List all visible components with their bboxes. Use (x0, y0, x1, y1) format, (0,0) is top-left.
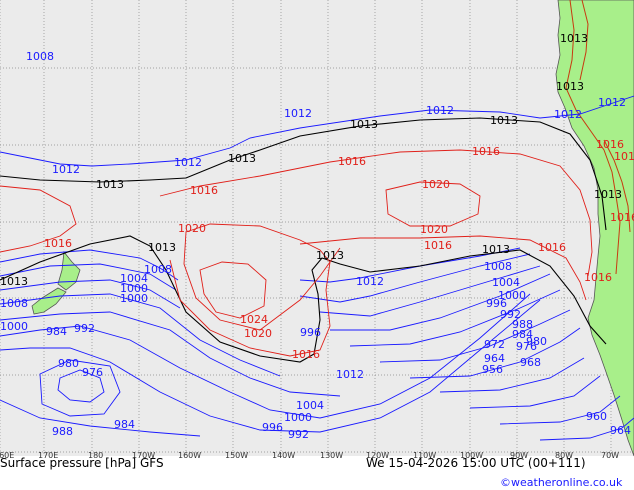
isobar-label: 1016 (538, 241, 566, 254)
lon-label: 70W (601, 451, 619, 460)
lon-label: 170E (38, 451, 58, 460)
isobar-label: 1008 (484, 260, 512, 273)
isobar-label: 992 (74, 322, 95, 335)
isobar-label: 968 (520, 356, 541, 369)
isobar-label: 1008 (26, 50, 54, 63)
isobar-label: 1000 (498, 289, 526, 302)
isobar-label: 1016 (424, 239, 452, 252)
isobar-label: 1013 (148, 241, 176, 254)
isobar-label: 1020 (178, 222, 206, 235)
isobar-label: 1013 (96, 178, 124, 191)
isobar-label: 1016 (610, 211, 634, 224)
lon-label: 120W (366, 451, 389, 460)
lon-label: 170W (132, 451, 155, 460)
isobar-label: 1016 (614, 150, 634, 163)
isobar-label: 1000 (120, 292, 148, 305)
credit-link[interactable]: ©weatheronline.co.uk (500, 476, 623, 489)
isobar-labels-standard: 1013 1013 1013 1013 1013 1013 1013 1013 … (0, 32, 622, 288)
lon-label: 130W (320, 451, 343, 460)
isobar-label: 996 (262, 421, 283, 434)
isobar-label: 1000 (0, 320, 28, 333)
isobar-label: 996 (486, 297, 507, 310)
isobar-label: 984 (114, 418, 135, 431)
isobar-label: 980 (526, 335, 547, 348)
isobar-label: 1013 (316, 249, 344, 262)
new-zealand-north-island (57, 250, 81, 291)
ocean-background (0, 0, 634, 456)
isobar-label: 1016 (596, 138, 624, 151)
isobar-label: 996 (300, 326, 321, 339)
isobars-high (0, 149, 593, 357)
isobar-labels-low: 1008 1012 1012 1012 1012 1012 1012 1008 … (0, 50, 631, 441)
isobar-label: 988 (52, 425, 73, 438)
isobar-label: 1016 (472, 145, 500, 158)
lon-label: 150W (225, 451, 248, 460)
isobar-label: 1012 (336, 368, 364, 381)
isobar-label: 1020 (422, 178, 450, 191)
isobar-label: 992 (500, 308, 521, 321)
isobar-label: 1024 (240, 313, 268, 326)
isobar-label: 1016 (190, 184, 218, 197)
footer-band (0, 462, 634, 490)
isobar-label: 992 (288, 428, 309, 441)
map-title: Surface pressure [hPa] GFS (0, 456, 164, 470)
isobar-label: 1000 (120, 282, 148, 295)
isobar-label: 1012 (284, 107, 312, 120)
isobar-label: 1013 (560, 32, 588, 45)
isobar-label: 1016 (338, 155, 366, 168)
isobar-label: 1013 (0, 275, 28, 288)
isobar-label: 1012 (426, 104, 454, 117)
isobar-label: 1013 (490, 114, 518, 127)
isobar-label: 964 (610, 424, 631, 437)
lon-label: 100W (460, 451, 483, 460)
isobar-labels-high: 1016 1016 1016 1020 1020 1020 1016 1016 … (44, 138, 634, 361)
isobar-label: 1016 (292, 348, 320, 361)
isobar-label: 960 (586, 410, 607, 423)
isobar-label: 1012 (598, 96, 626, 109)
isobar-label: 984 (46, 325, 67, 338)
isobar-label: 1004 (120, 272, 148, 285)
isobar-label: 964 (484, 352, 505, 365)
isobar-label: 1012 (554, 108, 582, 121)
lon-label: 140W (272, 451, 295, 460)
isobar-label: 1020 (244, 327, 272, 340)
andes-terrain (565, 0, 631, 275)
valid-time: We 15-04-2026 15:00 UTC (00+111) (366, 456, 586, 470)
isobar-label: 1004 (296, 399, 324, 412)
lon-label: 110W (413, 451, 436, 460)
isobar-label: 1016 (584, 271, 612, 284)
isobar-label: 1013 (350, 118, 378, 131)
isobar-label: 956 (482, 363, 503, 376)
isobar-label: 976 (82, 366, 103, 379)
isobar-label: 1008 (144, 263, 172, 276)
isobar-label: 1020 (420, 223, 448, 236)
isobar-label: 1016 (44, 237, 72, 250)
isobar-label: 1012 (174, 156, 202, 169)
isobar-label: 1013 (228, 152, 256, 165)
isobar-label: 1013 (482, 243, 510, 256)
lon-label: 180 (88, 451, 103, 460)
lon-label: 160W (178, 451, 201, 460)
new-zealand-south-island (31, 287, 67, 315)
isobar-label: 1013 (556, 80, 584, 93)
isobar-label: 976 (516, 340, 537, 353)
isobar-label: 1000 (284, 411, 312, 424)
isobar-label: 972 (484, 338, 505, 351)
isobar-label: 1004 (492, 276, 520, 289)
isobar-label: 988 (512, 318, 533, 331)
isobars-standard (0, 117, 607, 363)
isobar-label: 1012 (356, 275, 384, 288)
isobar-label: 1013 (594, 188, 622, 201)
lon-label: 90W (510, 451, 528, 460)
isobar-label: 984 (512, 328, 533, 341)
isobars-low (0, 95, 634, 441)
isobar-label: 1012 (52, 163, 80, 176)
isobar-label: 980 (58, 357, 79, 370)
lon-label: 80W (555, 451, 573, 460)
isobar-label: 1008 (0, 297, 28, 310)
